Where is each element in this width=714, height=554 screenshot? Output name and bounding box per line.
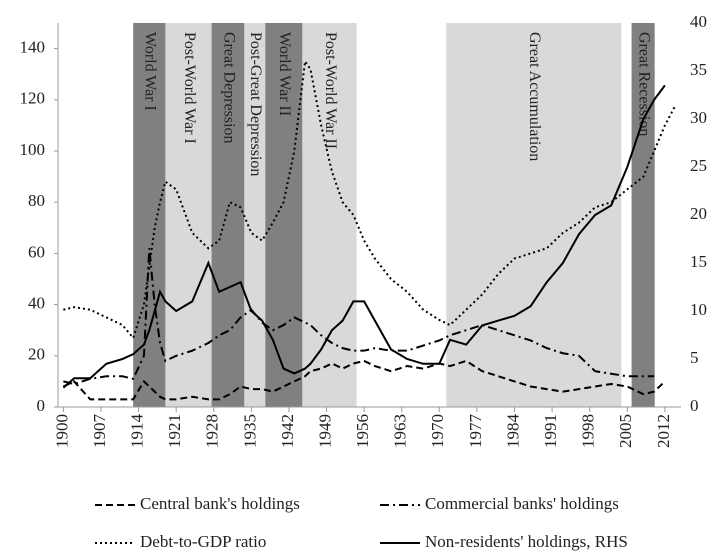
y-tick-label: 100 bbox=[20, 140, 46, 159]
x-tick-label: 1921 bbox=[165, 414, 184, 448]
x-tick-label: 1907 bbox=[90, 414, 109, 449]
y-tick-label: 60 bbox=[28, 242, 45, 261]
legend-label: Non-residents' holdings, RHS bbox=[425, 532, 628, 551]
legend-label: Debt-to-GDP ratio bbox=[140, 532, 266, 551]
x-tick-label: 1977 bbox=[466, 414, 485, 449]
y2-tick-label: 40 bbox=[690, 12, 707, 31]
x-tick-label: 1935 bbox=[240, 414, 259, 448]
x-tick-label: 1991 bbox=[541, 414, 560, 448]
x-tick-label: 1914 bbox=[127, 414, 146, 449]
period-band bbox=[165, 23, 212, 407]
x-tick-label: 1963 bbox=[391, 414, 410, 448]
y2-tick-label: 5 bbox=[690, 348, 699, 367]
period-band bbox=[265, 23, 303, 407]
period-label: Great Depression bbox=[220, 32, 237, 144]
series-line bbox=[62, 359, 666, 401]
x-tick-label: 1970 bbox=[428, 414, 447, 448]
x-tick-label: 1998 bbox=[579, 414, 598, 448]
period-label: Great Accumulation bbox=[526, 32, 543, 161]
y-tick-label: 80 bbox=[28, 191, 45, 210]
y-tick-label: 120 bbox=[20, 89, 46, 108]
period-label: World War II bbox=[276, 32, 293, 116]
series-line bbox=[62, 84, 666, 389]
x-tick-label: 2005 bbox=[616, 414, 635, 448]
legend-label: Central bank's holdings bbox=[140, 494, 300, 513]
x-tick-label: 1928 bbox=[203, 414, 222, 448]
y2-tick-label: 20 bbox=[690, 204, 707, 223]
y2-tick-label: 0 bbox=[690, 396, 699, 415]
y2-tick-label: 10 bbox=[690, 300, 707, 319]
period-band bbox=[446, 23, 622, 407]
x-tick-label: 1949 bbox=[315, 414, 334, 448]
x-tick-label: 1942 bbox=[278, 414, 297, 448]
period-label: World War I bbox=[142, 32, 159, 111]
legend-label: Commercial banks' holdings bbox=[425, 494, 619, 513]
y2-tick-label: 30 bbox=[690, 108, 707, 127]
y2-tick-label: 35 bbox=[690, 60, 707, 79]
x-tick-label: 1900 bbox=[52, 414, 71, 448]
period-label: Post-Great Depression bbox=[247, 32, 264, 176]
period-label: Post-World War I bbox=[181, 32, 198, 144]
series-line bbox=[63, 248, 655, 385]
x-tick-label: 1984 bbox=[503, 414, 522, 449]
y-tick-label: 40 bbox=[28, 294, 45, 313]
period-band bbox=[302, 23, 357, 407]
x-tick-label: 2012 bbox=[654, 414, 673, 448]
series-line bbox=[63, 58, 677, 340]
x-tick-label: 1956 bbox=[353, 414, 372, 448]
period-band bbox=[211, 23, 245, 407]
y-tick-label: 20 bbox=[28, 345, 45, 364]
period-label: Great Recession bbox=[635, 32, 652, 136]
period-label: Post-World War II bbox=[322, 32, 339, 149]
y-tick-label: 140 bbox=[20, 38, 46, 57]
y2-tick-label: 15 bbox=[690, 252, 707, 271]
y-tick-label: 0 bbox=[37, 396, 46, 415]
period-band bbox=[631, 23, 655, 407]
y2-tick-label: 25 bbox=[690, 156, 707, 175]
